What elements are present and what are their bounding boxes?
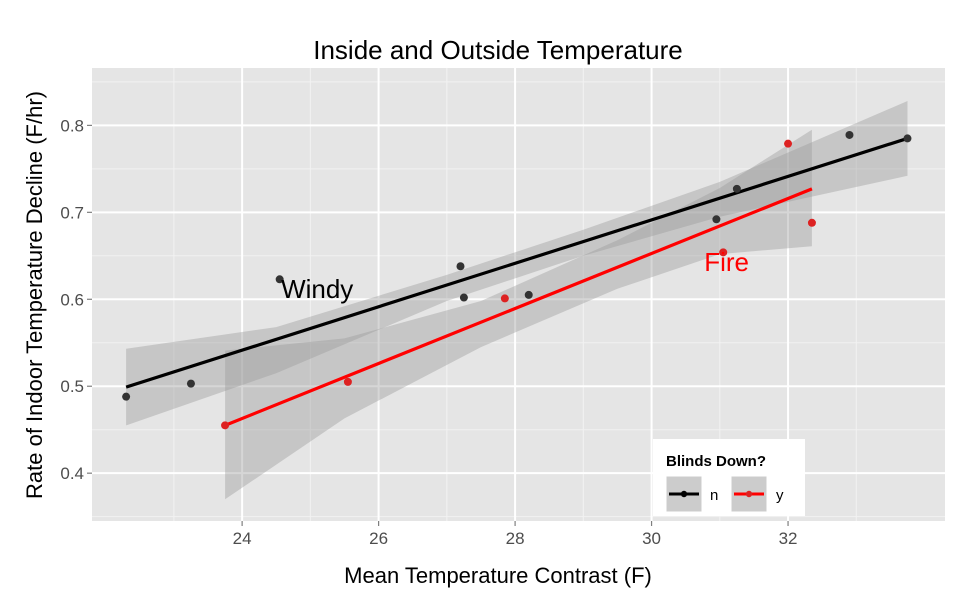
legend-title: Blinds Down?: [666, 453, 766, 470]
data-point-n-6: [712, 215, 721, 224]
fit-line-n: [125, 136, 908, 389]
y-tick-label-3: 0.7: [60, 203, 84, 222]
x-tick-label-2: 28: [506, 529, 525, 548]
fit-lines: [125, 136, 908, 427]
y-axis-ticks: 0.4 0.5 0.6 0.7 0.8: [60, 116, 92, 483]
chart-title: Inside and Outside Temperature: [313, 35, 683, 65]
data-point-y-0: [221, 421, 230, 430]
grid-minor: [92, 68, 945, 521]
legend-label-n: n: [710, 487, 718, 504]
data-point-n-3: [456, 262, 465, 271]
data-point-n-2: [275, 275, 284, 284]
y-axis-title: Rate of Indoor Temperature Decline (F/hr…: [22, 91, 47, 499]
data-points: [122, 130, 912, 430]
data-point-y-2: [500, 294, 509, 303]
annotation-fire: Fire: [704, 247, 749, 277]
x-axis-ticks: 24 26 28 30 32: [233, 521, 798, 548]
data-point-y-1: [343, 377, 352, 386]
data-point-n-4: [459, 293, 468, 302]
data-point-n-1: [186, 379, 195, 388]
legend: Blinds Down? n y: [653, 439, 805, 516]
y-tick-label-4: 0.8: [60, 116, 84, 135]
legend-key-y-point: [745, 490, 753, 498]
data-point-n-7: [732, 184, 741, 193]
annotation-windy: Windy: [281, 274, 353, 304]
data-point-n-0: [122, 392, 131, 401]
confidence-band-y: [225, 129, 812, 500]
data-point-y-4: [784, 139, 793, 148]
legend-key-n-point: [680, 490, 688, 498]
y-tick-label-1: 0.5: [60, 377, 84, 396]
annotations: Windy Fire: [281, 247, 749, 304]
x-axis-title: Mean Temperature Contrast (F): [344, 563, 652, 588]
y-tick-label-0: 0.4: [60, 464, 84, 483]
data-point-n-9: [903, 134, 912, 143]
fit-line-y: [224, 187, 813, 427]
legend-label-y: y: [776, 487, 784, 504]
data-point-n-8: [845, 130, 854, 139]
y-tick-label-2: 0.6: [60, 290, 84, 309]
data-point-n-5: [524, 290, 533, 299]
x-tick-label-4: 32: [779, 529, 798, 548]
x-tick-label-1: 26: [369, 529, 388, 548]
data-point-y-5: [807, 218, 816, 227]
grid-major: [92, 68, 945, 521]
x-tick-label-3: 30: [642, 529, 661, 548]
x-tick-label-0: 24: [233, 529, 252, 548]
data-point-y-3: [719, 248, 728, 257]
